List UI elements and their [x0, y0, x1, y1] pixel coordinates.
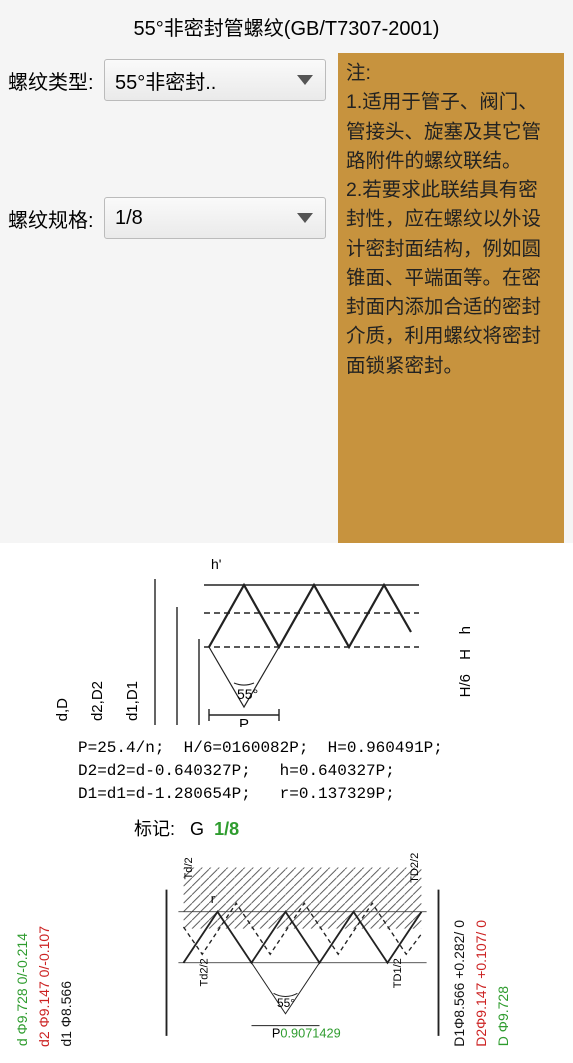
f-l1c: H=0.960491P; — [328, 739, 443, 757]
formula-block: P=25.4/n; H/6=0160082P; H=0.960491P; D2=… — [78, 737, 559, 807]
dim-D1: D1Φ8.566 +0.282/ 0 — [451, 920, 467, 1047]
dia1-angle: 55° — [237, 686, 258, 702]
dia1-hprime: h' — [211, 557, 221, 572]
dia2-angle: 55° — [277, 996, 295, 1010]
svg-text:P0.9071429: P0.9071429 — [272, 1025, 341, 1040]
dia2-right-dims: D1Φ8.566 +0.282/ 0 D2Φ9.147 +0.107/ 0 D Φ9… — [451, 920, 559, 1055]
dia2-Td22: Td2/2 — [198, 958, 210, 986]
dim-d: d Φ9.728 0/-0.214 — [14, 933, 30, 1046]
marking-line: 标记: G 1/8 — [134, 815, 559, 841]
dia2-TD22: TD2/2 — [409, 852, 421, 882]
thread-type-dropdown[interactable]: 55°非密封.. — [104, 59, 326, 101]
dia2-Pval: 0.9071429 — [280, 1025, 340, 1040]
f-l1a: P=25.4/n; — [78, 739, 164, 757]
dia2-Td2: Td/2 — [183, 857, 195, 879]
f-l2b: h=0.640327P; — [280, 762, 395, 780]
dim-d2: d2 Φ9.147 0/-0.107 — [36, 926, 52, 1047]
thread-engagement-diagram: r 55° P0.9071429 Td/2 Td2/2 TD2/2 TD1/2 — [158, 845, 447, 1055]
dim-d1: d1 Φ8.566 — [58, 981, 74, 1047]
dim-D: D Φ9.728 — [495, 986, 511, 1046]
thread-type-value: 55°非密封.. — [115, 66, 216, 95]
notes-line2: 2.若要求此联结具有密封性，应在螺纹以外设计密封面结构，例如圆锥面、平端面等。在… — [346, 176, 556, 381]
chevron-down-icon — [297, 75, 313, 85]
diagram1: d,D d2,D2 d1,D1 h' 55° P — [54, 557, 559, 727]
f-l3b: r=0.137329P; — [280, 785, 395, 803]
f-l3a: D1=d1=d-1.280654P; — [78, 785, 251, 803]
dim-D2: D2Φ9.147 +0.107/ 0 — [473, 920, 489, 1047]
marking-G: G — [190, 819, 204, 839]
marking-val: 1/8 — [214, 819, 239, 839]
thread-spec-value: 1/8 — [115, 207, 143, 230]
thread-spec-label: 螺纹规格: — [4, 204, 104, 233]
notes-line1: 1.适用于管子、阀门、管接头、旋塞及其它管路附件的螺纹联结。 — [346, 88, 556, 176]
label-H6: H/6 — [457, 674, 474, 697]
f-l1b: H/6=0160082P; — [184, 739, 309, 757]
dia1-right-labels: h H H/6 — [457, 626, 474, 727]
f-l2a: D2=d2=d-0.640327P; — [78, 762, 251, 780]
notes-heading: 注: — [346, 59, 556, 88]
thread-type-label: 螺纹类型: — [4, 66, 104, 95]
dia2-TD12: TD1/2 — [392, 958, 404, 988]
label-d1D1: d1,D1 — [124, 681, 141, 721]
marking-label: 标记: — [134, 819, 175, 839]
label-h: h — [457, 626, 474, 634]
label-H: H — [457, 649, 474, 660]
form-panel: 螺纹类型: 55°非密封.. 螺纹规格: 1/8 注: 1.适用于管子、阀门、管… — [0, 53, 573, 543]
dia2-left-dims: d Φ9.728 0/-0.214 d2 Φ9.147 0/-0.107 d1 Φ8… — [14, 926, 154, 1055]
page-title: 55°非密封管螺纹(GB/T7307-2001) — [0, 0, 573, 53]
diagram-area: d,D d2,D2 d1,D1 h' 55° P — [0, 543, 573, 1063]
diagram2: d Φ9.728 0/-0.214 d2 Φ9.147 0/-0.107 d1 Φ8… — [14, 845, 559, 1055]
label-d2D2: d2,D2 — [89, 681, 106, 721]
label-dD: d,D — [54, 698, 71, 721]
dia1-P: P — [239, 716, 249, 727]
notes-panel: 注: 1.适用于管子、阀门、管接头、旋塞及其它管路附件的螺纹联结。 2.若要求此… — [338, 53, 564, 543]
thread-spec-dropdown[interactable]: 1/8 — [104, 197, 326, 239]
dia1-left-labels: d,D d2,D2 d1,D1 — [54, 681, 141, 727]
thread-profile-diagram: h' 55° P — [149, 557, 449, 727]
chevron-down-icon — [297, 213, 313, 223]
dia2-P: P — [272, 1025, 281, 1040]
